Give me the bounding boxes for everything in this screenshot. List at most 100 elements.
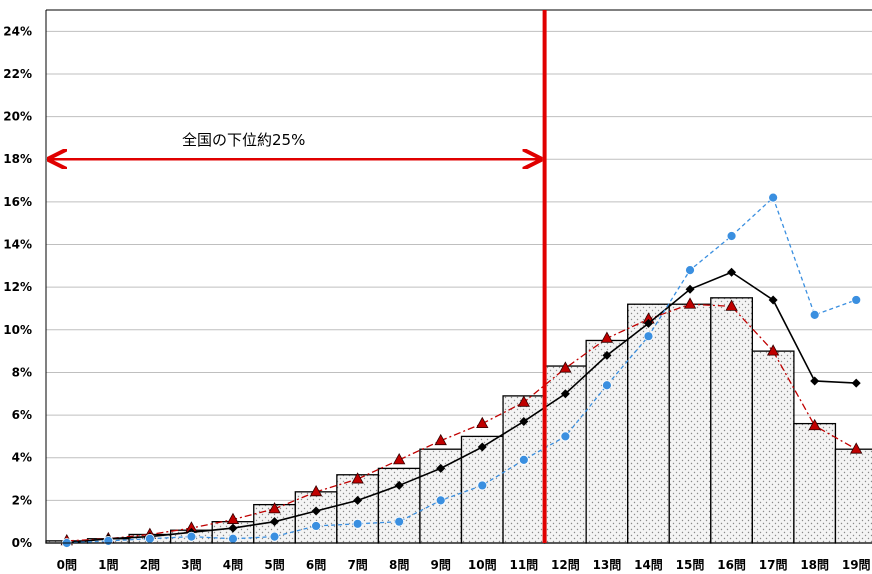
y-tick-label: 0% xyxy=(12,536,32,550)
circle-point xyxy=(685,265,695,276)
x-tick-label: 13問 xyxy=(593,558,622,572)
x-tick-label: 19問 xyxy=(842,558,871,572)
circle-point xyxy=(435,495,446,506)
x-tick-label: 1問 xyxy=(98,558,118,572)
diamond-point xyxy=(436,463,446,473)
x-tick-label: 8問 xyxy=(389,558,409,572)
annotation-label: 全国の下位約25% xyxy=(182,131,305,149)
diamond-point xyxy=(477,442,487,452)
x-tick-label: 16問 xyxy=(717,558,746,572)
histogram-bars xyxy=(45,297,872,544)
x-tick-label: 4問 xyxy=(223,558,243,572)
diamond-point xyxy=(685,284,695,294)
triangle-point xyxy=(476,416,489,429)
circle-point xyxy=(518,454,529,465)
x-tick-label: 6問 xyxy=(306,558,326,572)
diamond-point xyxy=(519,416,529,426)
triangle-point xyxy=(309,485,323,497)
diamond-point xyxy=(228,523,238,533)
triangle-point xyxy=(559,361,572,373)
circle-point xyxy=(726,231,737,241)
y-tick-label: 24% xyxy=(3,24,32,38)
x-tick-label: 11問 xyxy=(509,558,538,572)
diamond-point xyxy=(270,517,280,527)
x-tick-label: 18問 xyxy=(800,558,829,572)
series-line-diamond xyxy=(66,271,857,544)
circle-point xyxy=(144,533,155,544)
diamond-point xyxy=(394,480,404,490)
series-line-triangle xyxy=(66,303,857,542)
circle-point xyxy=(560,431,571,442)
x-tick-label: 12問 xyxy=(551,558,580,572)
bar xyxy=(793,422,837,544)
x-tick-label: 2問 xyxy=(140,558,160,572)
diamond-point xyxy=(768,295,778,305)
y-tick-label: 2% xyxy=(12,493,32,507)
x-tick-label: 15問 xyxy=(676,558,705,572)
y-tick-label: 8% xyxy=(12,365,32,379)
bar xyxy=(336,474,380,544)
y-tick-label: 14% xyxy=(3,238,32,252)
x-tick-label: 3問 xyxy=(181,558,201,572)
diamond-point xyxy=(311,506,321,516)
circle-point xyxy=(602,380,612,391)
bar xyxy=(585,339,629,544)
y-tick-label: 22% xyxy=(3,67,32,81)
y-tick-label: 18% xyxy=(3,152,32,166)
y-tick-label: 20% xyxy=(3,110,32,124)
diamond-point xyxy=(643,318,653,328)
circle-point xyxy=(103,535,114,546)
series-line-circle xyxy=(66,196,857,544)
y-tick-label: 4% xyxy=(12,451,32,465)
triangle-point xyxy=(850,442,863,454)
x-tick-label: 14問 xyxy=(634,558,663,572)
triangle-point xyxy=(351,472,364,484)
circle-point xyxy=(269,531,280,542)
bar xyxy=(668,303,712,544)
bar xyxy=(834,448,872,544)
y-tick-label: 6% xyxy=(12,408,32,422)
y-tick-label: 12% xyxy=(3,280,32,294)
triangle-point xyxy=(268,502,281,514)
triangle-point xyxy=(808,418,821,431)
bar xyxy=(294,491,338,544)
circle-point xyxy=(809,309,820,320)
bar xyxy=(710,297,753,544)
diamond-point xyxy=(727,267,737,277)
y-tick-label: 10% xyxy=(3,323,32,337)
triangle-point xyxy=(392,453,406,465)
bar xyxy=(751,350,795,544)
circle-point xyxy=(768,192,779,203)
x-tick-label: 17問 xyxy=(759,558,788,572)
axes: 0% 2% 4% 6% 8% 10% 12% 14% 16% 18% 20% 22% 24% 0問 1問 2問… xyxy=(3,9,872,572)
circle-point xyxy=(186,531,197,542)
triangle-point xyxy=(600,331,614,343)
triangle-point xyxy=(725,299,738,311)
series-lines xyxy=(60,192,863,548)
y-tick-label: 16% xyxy=(3,195,32,209)
x-tick-label: 5問 xyxy=(264,558,284,572)
diamond-point xyxy=(851,378,861,388)
circle-point xyxy=(477,480,488,491)
x-tick-label: 9問 xyxy=(431,558,451,572)
diamond-point xyxy=(810,376,820,386)
bar xyxy=(627,303,670,544)
annotation: 全国の下位約25% xyxy=(49,10,547,543)
triangle-point xyxy=(434,433,447,446)
triangle-point xyxy=(517,395,531,407)
circle-point xyxy=(311,521,321,531)
gridlines xyxy=(46,30,872,544)
triangle-point xyxy=(766,344,780,356)
bar xyxy=(377,467,421,544)
circle-point xyxy=(352,518,363,529)
circle-point xyxy=(643,331,654,342)
diamond-point xyxy=(353,495,363,505)
circle-point xyxy=(228,533,238,544)
diamond-point xyxy=(602,350,612,360)
diamond-point xyxy=(560,389,570,399)
x-tick-label: 0問 xyxy=(57,558,77,572)
triangle-point xyxy=(226,512,240,524)
x-tick-label: 10問 xyxy=(468,558,497,572)
x-tick-label: 7問 xyxy=(347,558,367,572)
